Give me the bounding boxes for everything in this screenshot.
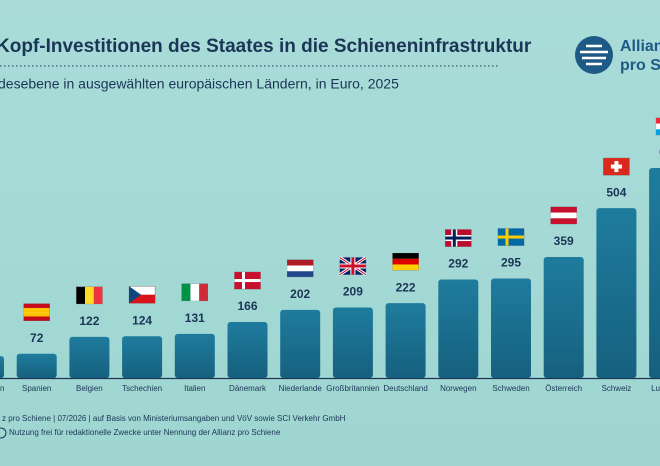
value-label: 166 bbox=[237, 299, 257, 313]
flag-stripe bbox=[392, 264, 419, 271]
bar bbox=[227, 322, 268, 378]
bar bbox=[438, 279, 479, 378]
flag-stripe bbox=[234, 279, 261, 283]
value-label: 295 bbox=[501, 256, 521, 270]
value-label: 222 bbox=[396, 280, 416, 294]
value-label: 202 bbox=[290, 287, 310, 301]
flag-stripe bbox=[190, 283, 200, 301]
bar bbox=[122, 336, 163, 378]
bar bbox=[69, 336, 110, 378]
flag-stripe bbox=[445, 236, 472, 240]
flag-stripe bbox=[550, 212, 577, 219]
flag-stripe bbox=[392, 253, 419, 259]
x-tick-label: Großbritannien bbox=[326, 384, 379, 393]
bar bbox=[491, 278, 531, 378]
x-tick-label: Norwegen bbox=[440, 384, 476, 393]
value-label: 122 bbox=[79, 314, 99, 328]
bar bbox=[332, 307, 373, 378]
bar bbox=[649, 167, 660, 378]
flag-stripe bbox=[129, 286, 142, 304]
value-label: 131 bbox=[185, 311, 205, 325]
cc-icon bbox=[0, 427, 7, 439]
x-tick-label: Schweiz bbox=[602, 384, 632, 393]
flag-stripe bbox=[287, 265, 314, 272]
flag-stripe bbox=[23, 316, 50, 321]
flag-stripe bbox=[339, 257, 366, 275]
flag-stripe bbox=[656, 129, 660, 135]
flag-stripe bbox=[23, 303, 50, 308]
value-label: 124 bbox=[132, 313, 152, 327]
bar bbox=[174, 333, 215, 378]
logo-icon bbox=[575, 36, 613, 74]
flag-stripe bbox=[498, 235, 524, 239]
flag-stripe bbox=[85, 286, 94, 304]
bar bbox=[0, 356, 4, 378]
x-tick-label: Lu bbox=[651, 384, 660, 393]
value-label: 72 bbox=[30, 331, 44, 345]
x-tick-label: Niederlande bbox=[279, 384, 323, 393]
logo-text: Allianz bbox=[620, 38, 660, 55]
bar bbox=[385, 303, 426, 378]
x-tick-label: Deutschland bbox=[383, 384, 427, 393]
flag-stripe bbox=[93, 286, 103, 304]
bar bbox=[596, 208, 637, 378]
bar bbox=[280, 309, 321, 378]
bar bbox=[543, 256, 584, 378]
chart-subtitle: desebene in ausgewählten europäischen Lä… bbox=[0, 76, 399, 92]
bar bbox=[16, 353, 57, 378]
flag-stripe bbox=[199, 283, 208, 301]
x-tick-label: Italien bbox=[184, 384, 205, 393]
value-label: 292 bbox=[448, 257, 468, 271]
flag-stripe bbox=[129, 294, 156, 304]
flag-stripe bbox=[550, 206, 577, 213]
logo: Allianz pro S bbox=[575, 36, 660, 74]
logo-lines bbox=[580, 44, 608, 66]
flag-stripe bbox=[76, 286, 86, 304]
flag-stripe bbox=[656, 123, 660, 130]
flag-stripe bbox=[23, 312, 50, 317]
value-label: 359 bbox=[554, 234, 574, 248]
flag-stripe bbox=[610, 164, 622, 169]
x-tick-label: n bbox=[0, 384, 4, 393]
flag-stripe bbox=[656, 117, 660, 124]
source-note: z pro Schiene | 07/2026 | auf Basis von … bbox=[2, 414, 346, 423]
flag-stripe bbox=[550, 218, 577, 224]
x-tick-label: Österreich bbox=[545, 384, 582, 393]
value-label: 504 bbox=[606, 185, 626, 199]
flag-stripe bbox=[287, 271, 314, 277]
x-tick-label: Schweden bbox=[492, 384, 529, 393]
flag-stripe bbox=[23, 307, 50, 313]
value-label: 209 bbox=[343, 285, 363, 299]
license-note: Nutzung frei für redaktionelle Zwecke un… bbox=[9, 428, 281, 437]
x-tick-label: Spanien bbox=[22, 384, 51, 393]
x-tick-label: Belgien bbox=[76, 384, 103, 393]
x-tick-label: Tschechien bbox=[122, 384, 162, 393]
flag-stripe bbox=[181, 283, 191, 301]
flag-stripe bbox=[287, 259, 314, 266]
x-tick-label: Dänemark bbox=[229, 384, 267, 393]
logo-text: pro S bbox=[620, 57, 660, 74]
chart-title: Kopf-Investitionen des Staates in die Sc… bbox=[0, 36, 532, 57]
flag-stripe bbox=[392, 258, 419, 265]
